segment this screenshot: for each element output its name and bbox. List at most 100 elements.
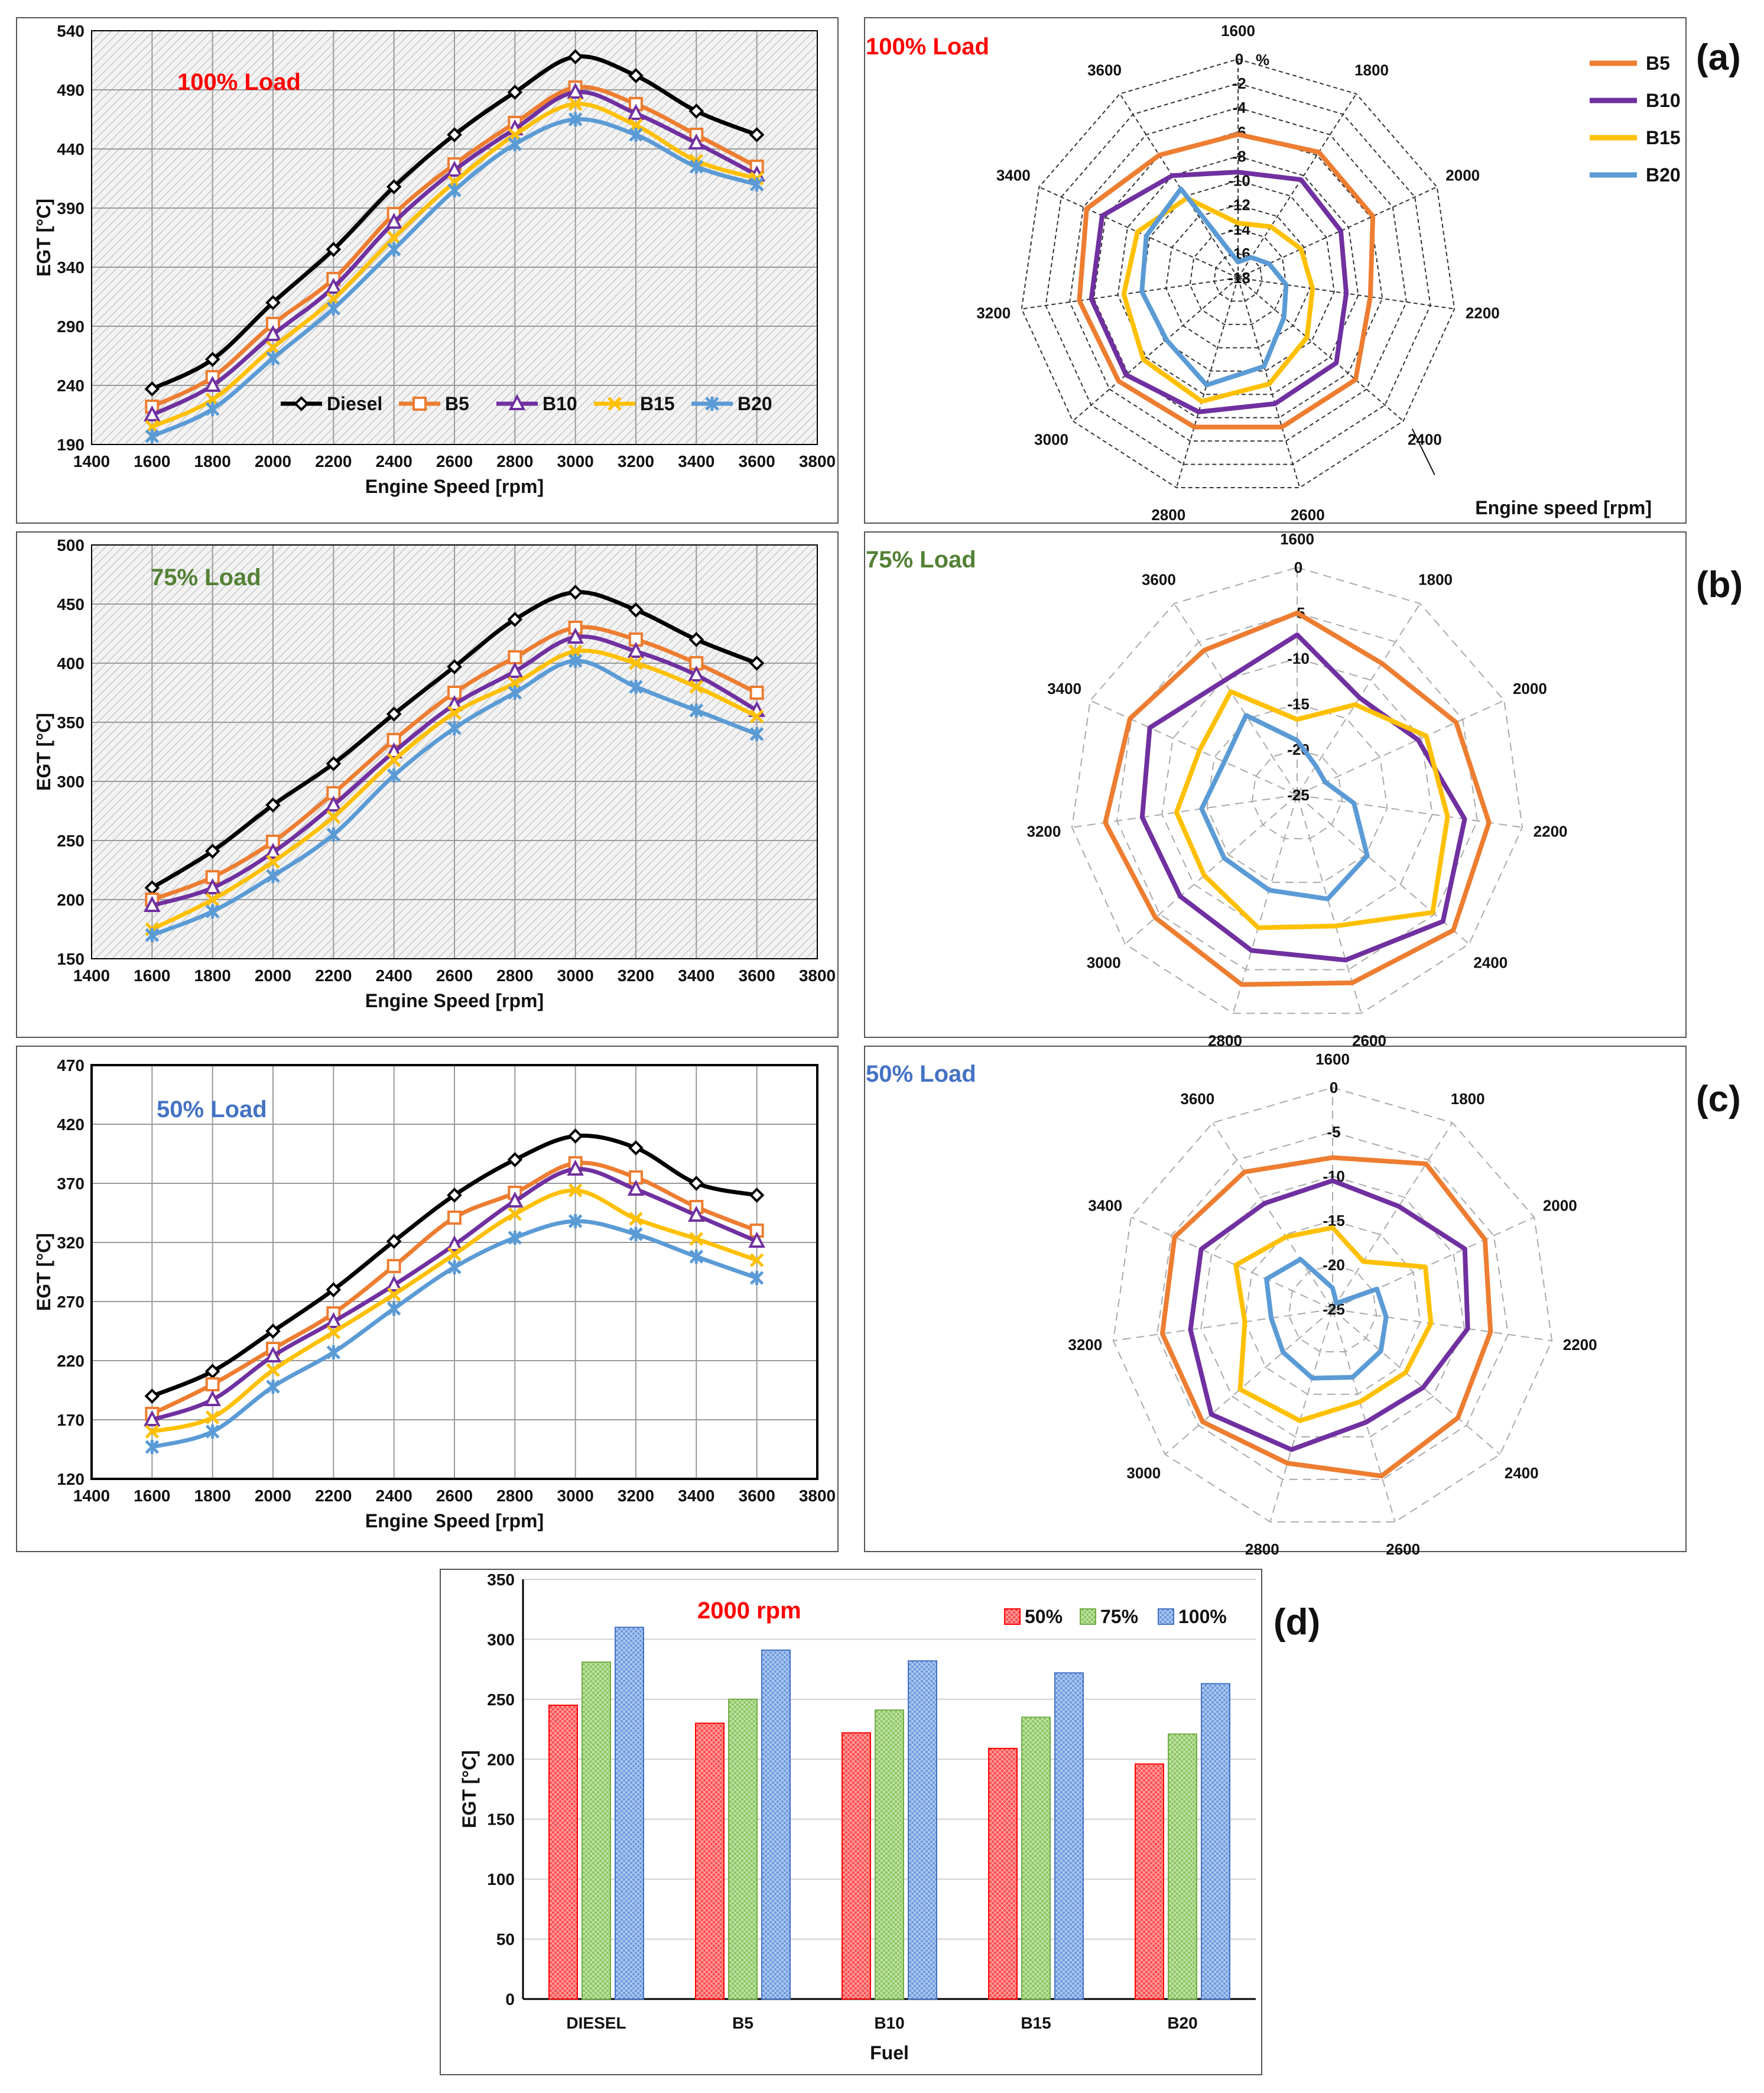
marker-star [386, 1302, 401, 1316]
radar-legend-label-b15: B15 [1646, 127, 1681, 148]
radar-spoke [1021, 277, 1239, 310]
marker-star [205, 402, 220, 416]
radar-ring-label: -18 [1228, 269, 1250, 287]
marker-square [412, 397, 427, 411]
marker-triangle [688, 133, 705, 150]
marker-diamond [447, 1187, 462, 1203]
x-axis-label: Fuel [870, 2042, 909, 2063]
radar-category-label: 3400 [1047, 680, 1081, 697]
marker-x [266, 1363, 280, 1377]
panel-label-b: (b) [1696, 564, 1743, 605]
radar-category-label: 3200 [976, 304, 1011, 322]
legend-swatch-50 [1004, 1608, 1021, 1625]
radar-spoke [1232, 794, 1298, 1014]
plot-border [91, 30, 818, 445]
marker-diamond [204, 352, 220, 367]
radar-category-label: 1600 [1315, 1050, 1350, 1068]
x-tick-label: 2600 [436, 452, 473, 470]
radar-category-label: 3000 [1034, 431, 1068, 449]
marker-star [205, 1424, 220, 1439]
radar-ring-label: -8 [1232, 147, 1246, 165]
marker-triangle [325, 795, 342, 812]
marker-star [326, 1345, 341, 1359]
legend-swatch-100 [1158, 1608, 1174, 1625]
marker-diamond [628, 68, 644, 83]
marker-triangle [144, 405, 161, 421]
marker-triangle [567, 627, 584, 644]
marker-x [629, 1212, 643, 1226]
x-tick-label: 1800 [194, 966, 231, 985]
chart-title: 50% Load [157, 1096, 267, 1122]
marker-square [508, 650, 522, 664]
radar-ring-label: -6 [1232, 123, 1246, 141]
marker-triangle [627, 103, 645, 120]
y-tick-label: 240 [57, 377, 85, 395]
x-tick-label: 2200 [315, 452, 352, 470]
y-tick-label: 150 [487, 1810, 515, 1829]
legend-swatch-75 [1080, 1608, 1096, 1625]
marker-diamond [688, 632, 704, 647]
y-tick-label: 200 [57, 891, 85, 909]
x-tick-label: 2000 [255, 452, 291, 470]
y-tick-label: 450 [57, 595, 85, 614]
radar-ring-label: 0 [1235, 50, 1243, 68]
radar-series-b20 [1139, 186, 1289, 388]
radar-spoke [1130, 1216, 1333, 1310]
marker-diamond [326, 242, 342, 257]
radar-category-label: 2400 [1473, 954, 1508, 972]
radar-spoke [1072, 277, 1239, 422]
marker-diamond [749, 1187, 765, 1203]
marker-star [266, 869, 280, 883]
marker-triangle [204, 878, 221, 894]
x-category-label: DIESEL [566, 2014, 626, 2032]
chart-title: 75% Load [866, 547, 976, 573]
x-tick-label: 2200 [315, 966, 352, 985]
radar-ring [1069, 107, 1407, 442]
radar-spoke [1297, 794, 1362, 1014]
radar-spoke [1237, 277, 1404, 422]
x-tick-label: 2200 [315, 1487, 352, 1505]
bar-50-b5 [695, 1722, 725, 2000]
chart-title: 50% Load [866, 1061, 976, 1087]
radar-spoke [1113, 1309, 1333, 1342]
x-tick-label: 3600 [739, 1487, 775, 1505]
radar-legend-label-b10: B10 [1646, 90, 1681, 111]
panel-label-c: (c) [1696, 1079, 1741, 1119]
x-axis-label: Engine Speed [rpm] [365, 476, 544, 497]
plot-border [90, 1064, 818, 1480]
marker-diamond [204, 843, 220, 859]
marker-star [629, 128, 643, 142]
marker-triangle [325, 1312, 342, 1328]
marker-diamond [386, 1234, 402, 1249]
marker-x [326, 1325, 341, 1339]
bar-50-b20 [1135, 1763, 1164, 2000]
radar-category-label: 2800 [1245, 1540, 1279, 1558]
y-tick-label: 500 [57, 536, 85, 554]
radar-ring [1045, 83, 1431, 465]
marker-diamond [265, 797, 281, 813]
x-category-label: B15 [1021, 2014, 1051, 2032]
marker-triangle [264, 325, 282, 341]
series-line-diesel [151, 1133, 758, 1398]
marker-diamond [265, 295, 281, 310]
radar-series-b5 [1103, 611, 1492, 987]
marker-triangle [446, 160, 463, 177]
radar-spoke [1125, 794, 1298, 945]
marker-star [266, 1380, 280, 1394]
radar-category-label: 3200 [1026, 823, 1061, 841]
y-tick-label: 420 [57, 1115, 85, 1134]
marker-triangle [506, 661, 524, 678]
x-tick-label: 2400 [376, 966, 412, 985]
y-tick-label: 350 [57, 713, 85, 732]
radar-spoke [1332, 1309, 1501, 1455]
marker-diamond [507, 612, 523, 627]
y-tick-label: 340 [57, 258, 85, 277]
marker-x [568, 1183, 583, 1198]
radar-category-label: 2200 [1466, 304, 1500, 322]
marker-diamond [628, 1140, 644, 1156]
marker-x [386, 1287, 401, 1302]
marker-diamond [567, 1128, 583, 1144]
radar-category-label: 3200 [1068, 1336, 1102, 1354]
radar-spoke [1297, 700, 1505, 796]
radar-spoke [1164, 1309, 1333, 1455]
